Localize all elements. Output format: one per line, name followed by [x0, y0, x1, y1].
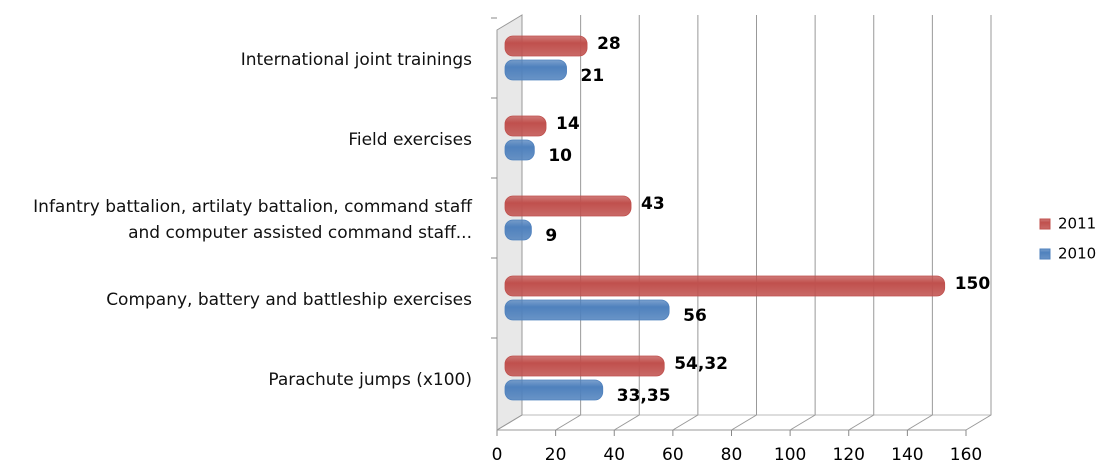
legend-label: 2011: [1058, 215, 1096, 233]
x-tick-label: 40: [603, 445, 625, 465]
x-tick-label: 80: [721, 445, 743, 465]
grid-line: [965, 15, 992, 431]
value-label: 10: [548, 146, 572, 166]
x-tick-label: 0: [492, 445, 503, 465]
value-label: 9: [545, 226, 557, 246]
legend-label: 2010: [1058, 245, 1096, 263]
grid-line: [555, 15, 582, 431]
x-tick-label: 160: [950, 445, 982, 465]
value-label: 14: [556, 114, 580, 134]
grid-line: [789, 15, 816, 431]
legend-swatch: [1039, 248, 1051, 260]
x-tick-label: 140: [891, 445, 923, 465]
bar: [504, 115, 547, 137]
y-tick-label: Company, battery and battleship exercise…: [106, 290, 472, 310]
grid-line: [907, 15, 933, 431]
x-tick-label: 20: [545, 445, 567, 465]
bar: [504, 59, 567, 81]
value-label: 33,35: [617, 386, 671, 406]
x-tick-label: 60: [662, 445, 684, 465]
y-tick-label: Parachute jumps (x100): [268, 370, 472, 390]
value-label: 43: [641, 194, 665, 214]
value-label: 54,32: [674, 354, 728, 374]
y-tick-label: Field exercises: [348, 130, 472, 150]
bar: [504, 275, 946, 297]
value-label: 56: [683, 306, 707, 326]
y-tick-label: Infantry battalion, artilaty battalion, …: [33, 197, 472, 243]
value-label: 28: [597, 34, 621, 54]
bar: [504, 139, 535, 161]
grid-line: [848, 15, 875, 431]
x-tick-label: 100: [774, 445, 806, 465]
grid-line: [672, 15, 699, 431]
bar: [504, 299, 670, 321]
bar: [504, 195, 632, 217]
legend-swatch: [1039, 218, 1051, 230]
x-tick-label: 120: [833, 445, 865, 465]
bar: [504, 379, 604, 401]
bar: [504, 35, 588, 57]
bar: [504, 219, 532, 241]
bar: [504, 355, 665, 377]
value-label: 21: [581, 66, 605, 86]
y-tick-label: International joint trainings: [240, 50, 472, 70]
grid-line: [731, 15, 757, 431]
grid-line: [613, 15, 640, 431]
value-label: 150: [955, 274, 991, 294]
